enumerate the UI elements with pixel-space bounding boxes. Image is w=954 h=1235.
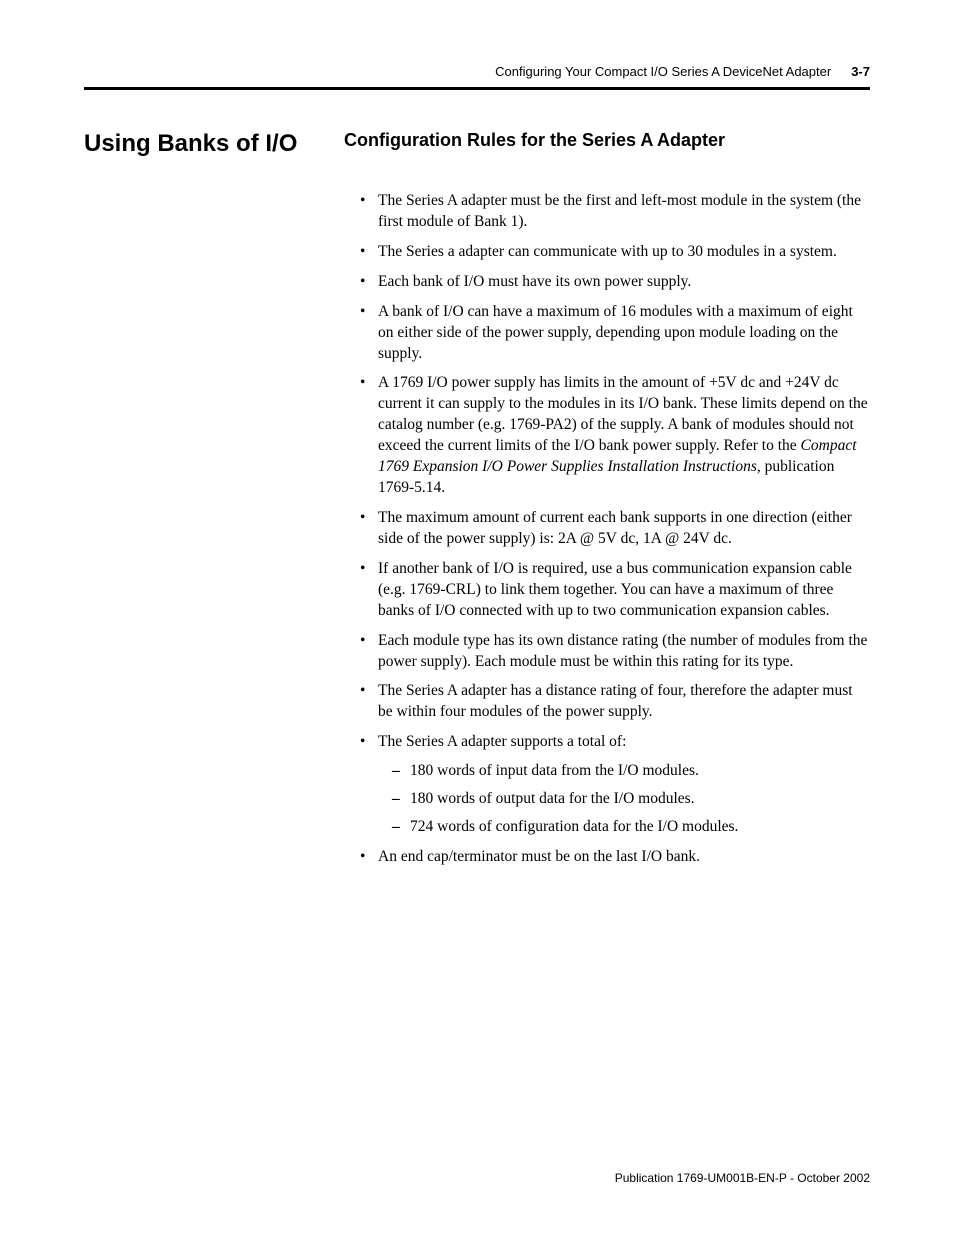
list-item: A bank of I/O can have a maximum of 16 m… bbox=[364, 302, 870, 365]
dash-item-text: 180 words of input data from the I/O mod… bbox=[410, 762, 699, 779]
list-item-text-pre: A 1769 I/O power supply has limits in th… bbox=[378, 374, 868, 454]
list-item: Each module type has its own distance ra… bbox=[364, 631, 870, 673]
list-item-text: The Series A adapter has a distance rati… bbox=[378, 682, 853, 720]
list-item-text: The Series a adapter can communicate wit… bbox=[378, 243, 837, 260]
list-item-text: Each bank of I/O must have its own power… bbox=[378, 273, 691, 290]
list-item-text: The Series A adapter supports a total of… bbox=[378, 733, 626, 750]
subsection-title: Configuration Rules for the Series A Ada… bbox=[344, 130, 870, 151]
list-item-text: The maximum amount of current each bank … bbox=[378, 509, 852, 547]
dash-item: 180 words of output data for the I/O mod… bbox=[396, 789, 870, 810]
document-page: Configuring Your Compact I/O Series A De… bbox=[0, 0, 954, 1235]
list-item: The Series a adapter can communicate wit… bbox=[364, 242, 870, 263]
list-item-text: Each module type has its own distance ra… bbox=[378, 632, 867, 670]
list-item: An end cap/terminator must be on the las… bbox=[364, 847, 870, 868]
list-item: The Series A adapter must be the first a… bbox=[364, 191, 870, 233]
list-item: Each bank of I/O must have its own power… bbox=[364, 272, 870, 293]
footer-text: Publication 1769-UM001B-EN-P - October 2… bbox=[615, 1171, 870, 1185]
list-item: A 1769 I/O power supply has limits in th… bbox=[364, 373, 870, 499]
dash-item-text: 724 words of configuration data for the … bbox=[410, 818, 738, 835]
dash-item: 724 words of configuration data for the … bbox=[396, 817, 870, 838]
left-column: Using Banks of I/O bbox=[84, 130, 344, 159]
right-column: Configuration Rules for the Series A Ada… bbox=[344, 130, 870, 877]
list-item: The Series A adapter has a distance rati… bbox=[364, 681, 870, 723]
dash-item-text: 180 words of output data for the I/O mod… bbox=[410, 790, 695, 807]
dash-list: 180 words of input data from the I/O mod… bbox=[378, 761, 870, 838]
list-item-text: The Series A adapter must be the first a… bbox=[378, 192, 861, 230]
list-item-text: If another bank of I/O is required, use … bbox=[378, 560, 852, 619]
bullet-list: The Series A adapter must be the first a… bbox=[344, 191, 870, 868]
content-row: Using Banks of I/O Configuration Rules f… bbox=[84, 130, 870, 877]
list-item-text: An end cap/terminator must be on the las… bbox=[378, 848, 700, 865]
page-number: 3-7 bbox=[851, 64, 870, 79]
section-title: Using Banks of I/O bbox=[84, 130, 324, 159]
running-header: Configuring Your Compact I/O Series A De… bbox=[84, 64, 870, 90]
dash-item: 180 words of input data from the I/O mod… bbox=[396, 761, 870, 782]
list-item: The Series A adapter supports a total of… bbox=[364, 732, 870, 838]
list-item: If another bank of I/O is required, use … bbox=[364, 559, 870, 622]
list-item-text: A bank of I/O can have a maximum of 16 m… bbox=[378, 303, 853, 362]
list-item: The maximum amount of current each bank … bbox=[364, 508, 870, 550]
chapter-title: Configuring Your Compact I/O Series A De… bbox=[495, 64, 831, 79]
